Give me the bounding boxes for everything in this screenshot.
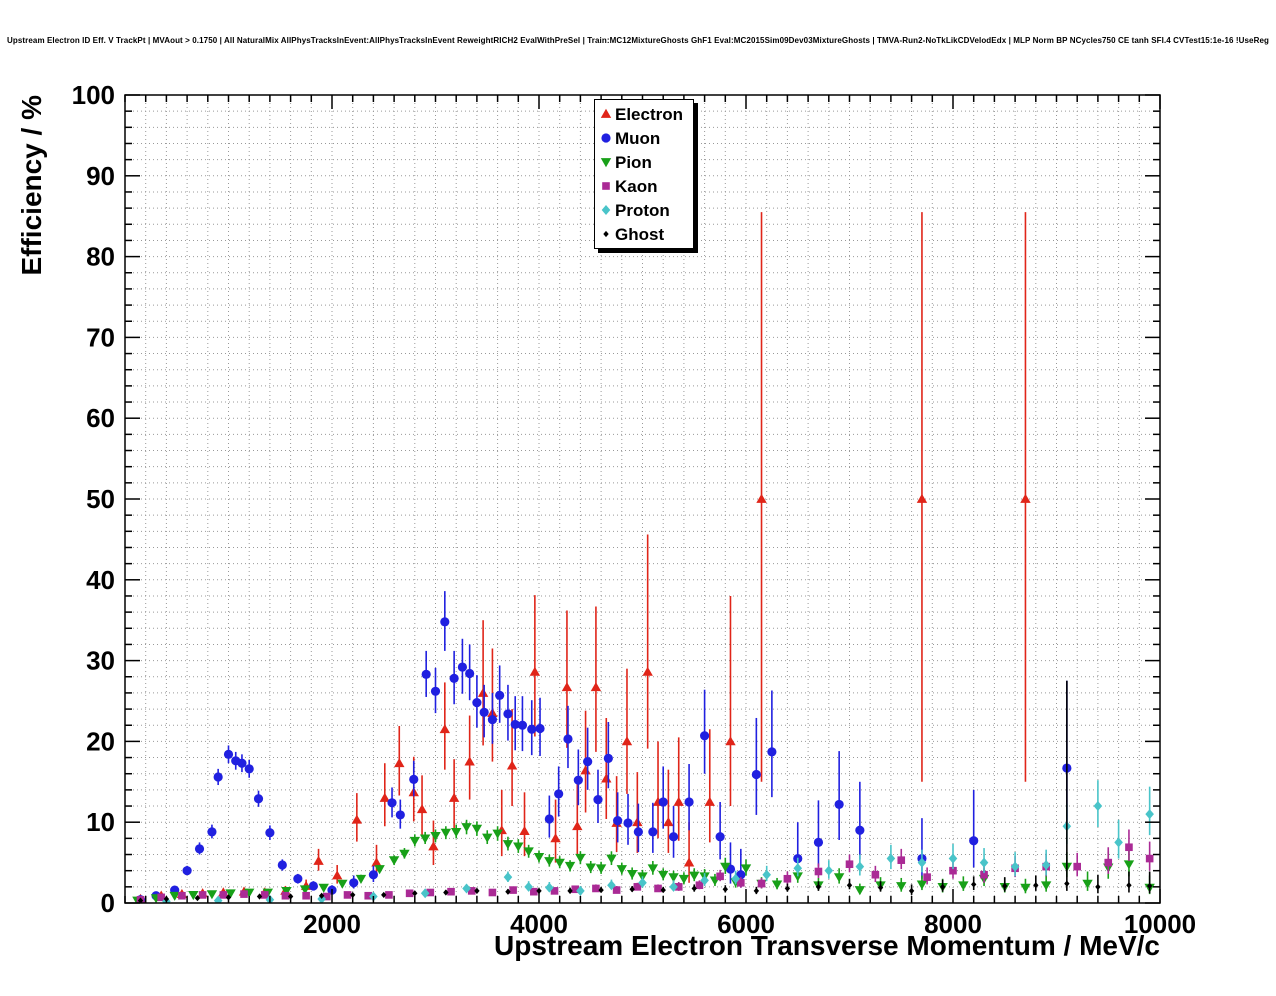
legend-label: Ghost	[615, 224, 665, 244]
svg-text:0: 0	[101, 888, 115, 918]
y-axis-label: Efficiency / %	[16, 95, 47, 276]
svg-text:60: 60	[86, 403, 115, 433]
legend-label: Pion	[615, 152, 652, 172]
x-axis-label: Upstream Electron Transverse Momentum / …	[494, 930, 1160, 961]
legend-label: Proton	[615, 200, 670, 220]
svg-text:70: 70	[86, 322, 115, 352]
svg-text:20: 20	[86, 726, 115, 756]
svg-text:10000: 10000	[1124, 909, 1196, 939]
svg-text:90: 90	[86, 161, 115, 191]
svg-text:50: 50	[86, 484, 115, 514]
svg-text:10: 10	[86, 807, 115, 837]
svg-text:8000: 8000	[924, 909, 982, 939]
svg-text:40: 40	[86, 565, 115, 595]
svg-text:6000: 6000	[717, 909, 775, 939]
pion-marker-icon	[600, 158, 612, 168]
legend-item-proton: Proton	[597, 198, 693, 222]
svg-text:2000: 2000	[303, 909, 361, 939]
legend-item-muon: Muon	[597, 126, 693, 150]
legend-label: Electron	[615, 104, 684, 124]
kaon-marker-icon	[602, 182, 610, 190]
legend-item-ghost: Ghost	[597, 222, 693, 246]
legend-label: Kaon	[615, 176, 658, 196]
plot-title: Upstream Electron ID Eff. V TrackPt | MV…	[6, 36, 1270, 45]
ghost-marker-icon	[603, 230, 609, 238]
legend: Electron Muon Pion Kaon Proton Ghost	[594, 99, 694, 249]
legend-item-electron: Electron	[597, 102, 693, 126]
proton-marker-icon	[601, 205, 611, 215]
legend-item-pion: Pion	[597, 150, 693, 174]
svg-text:80: 80	[86, 242, 115, 272]
legend-label: Muon	[615, 128, 661, 148]
legend-item-kaon: Kaon	[597, 174, 693, 198]
muon-marker-icon	[601, 133, 611, 143]
svg-text:30: 30	[86, 646, 115, 676]
electron-marker-icon	[600, 108, 612, 118]
svg-text:4000: 4000	[510, 909, 568, 939]
svg-text:100: 100	[72, 80, 115, 110]
